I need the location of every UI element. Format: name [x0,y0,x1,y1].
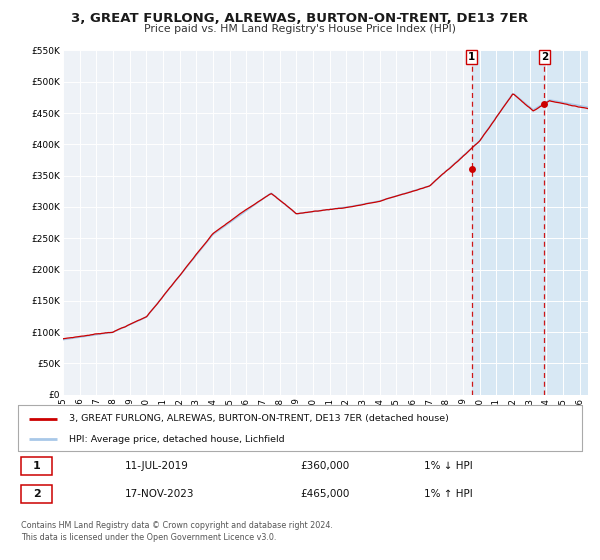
Text: 3, GREAT FURLONG, ALREWAS, BURTON-ON-TRENT, DE13 7ER (detached house): 3, GREAT FURLONG, ALREWAS, BURTON-ON-TRE… [69,414,449,423]
Text: 17-NOV-2023: 17-NOV-2023 [125,489,194,499]
Text: £360,000: £360,000 [300,461,349,471]
Text: 1% ↓ HPI: 1% ↓ HPI [424,461,473,471]
Text: 2: 2 [33,489,40,499]
Text: 1: 1 [468,52,475,62]
Text: 2: 2 [541,52,548,62]
Text: 3, GREAT FURLONG, ALREWAS, BURTON-ON-TRENT, DE13 7ER: 3, GREAT FURLONG, ALREWAS, BURTON-ON-TRE… [71,12,529,25]
Text: 1% ↑ HPI: 1% ↑ HPI [424,489,473,499]
Bar [472,50,588,395]
Text: This data is licensed under the Open Government Licence v3.0.: This data is licensed under the Open Gov… [21,533,277,542]
Text: Contains HM Land Registry data © Crown copyright and database right 2024.: Contains HM Land Registry data © Crown c… [21,521,333,530]
FancyBboxPatch shape [21,484,52,503]
Text: £465,000: £465,000 [300,489,349,499]
Text: Price paid vs. HM Land Registry's House Price Index (HPI): Price paid vs. HM Land Registry's House … [144,24,456,34]
FancyBboxPatch shape [21,456,52,475]
Text: HPI: Average price, detached house, Lichfield: HPI: Average price, detached house, Lich… [69,435,284,444]
Text: 11-JUL-2019: 11-JUL-2019 [125,461,189,471]
Text: 1: 1 [33,461,40,471]
